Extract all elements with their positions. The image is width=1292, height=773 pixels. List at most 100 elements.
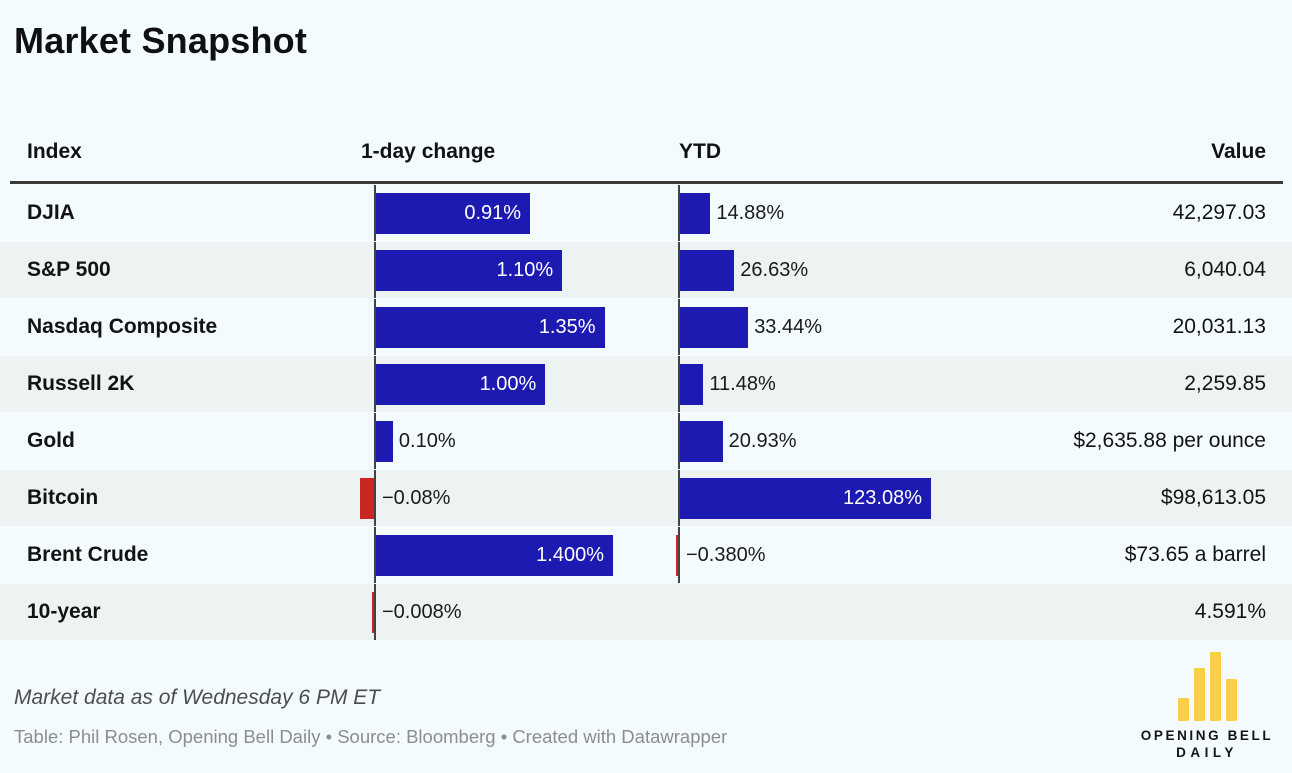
ytd-bar-label: 123.08% — [843, 487, 922, 509]
ytd-baseline — [678, 470, 680, 526]
ytd-bar-cell: 123.08% — [664, 470, 1024, 526]
value-cell: 20,031.13 — [1172, 315, 1266, 338]
ytd-bar — [676, 535, 678, 576]
ytd-bar-label: 33.44% — [754, 316, 823, 338]
one-day-change-bar-label: 1.10% — [496, 259, 554, 281]
value-cell: $2,635.88 per ounce — [1073, 429, 1266, 452]
logo-bar — [1225, 679, 1237, 721]
page-title: Market Snapshot — [14, 20, 308, 61]
logo-bar — [1193, 668, 1205, 721]
one-day-change-bar — [372, 592, 374, 633]
column-header-value: Value — [1211, 140, 1266, 163]
one-day-change-bar — [376, 421, 393, 462]
one-day-change-baseline — [374, 356, 376, 412]
value-cell: 6,040.04 — [1184, 258, 1266, 281]
column-header-ytd: YTD — [679, 140, 721, 163]
one-day-change-bar-label: 0.91% — [464, 202, 522, 224]
ytd-bar — [680, 364, 704, 405]
table-row: Gold 0.10% 20.93% $2,635.88 per ounce — [0, 413, 1292, 470]
one-day-change-baseline — [374, 470, 376, 526]
ytd-bar-cell: −0.380% — [664, 527, 1024, 583]
ytd-bar-label: 20.93% — [728, 430, 797, 452]
ytd-bar — [680, 193, 711, 234]
ytd-baseline — [678, 185, 680, 241]
logo-text-line2: DAILY — [1176, 745, 1238, 760]
one-day-change-baseline — [374, 242, 376, 298]
index-name: 10-year — [27, 600, 101, 623]
one-day-change-bar-label: 1.00% — [479, 373, 537, 395]
value-cell: 42,297.03 — [1172, 201, 1266, 224]
ytd-bar-cell: 11.48% — [664, 356, 1024, 412]
ytd-baseline — [678, 356, 680, 412]
one-day-change-bar: 1.35% — [376, 307, 605, 348]
one-day-change-baseline — [374, 185, 376, 241]
header-divider — [10, 181, 1283, 184]
index-name: S&P 500 — [27, 258, 111, 281]
one-day-change-bar-label: −0.008% — [382, 601, 462, 623]
data-as-of-note: Market data as of Wednesday 6 PM ET — [14, 686, 381, 709]
table-row: DJIA 0.91% 14.88% 42,297.03 — [0, 185, 1292, 242]
table-row: S&P 500 1.10% 26.63% 6,040.04 — [0, 242, 1292, 299]
one-day-change-baseline — [374, 527, 376, 583]
one-day-change-bar: 1.400% — [376, 535, 613, 576]
ytd-baseline — [678, 242, 680, 298]
index-name: Nasdaq Composite — [27, 315, 218, 338]
one-day-change-baseline — [374, 584, 376, 640]
one-day-change-baseline — [374, 299, 376, 355]
ytd-baseline — [678, 527, 680, 583]
ytd-bar-label: −0.380% — [686, 544, 766, 566]
column-header-index: Index — [27, 140, 82, 163]
one-day-change-bar-label: 1.400% — [536, 544, 604, 566]
table-body: DJIA 0.91% 14.88% 42,297.03 S&P 500 1.10% 26.6… — [0, 185, 1292, 641]
one-day-change-bar-cell: 1.10% — [360, 242, 660, 298]
ytd-bar — [680, 307, 749, 348]
bar-chart-icon — [1125, 651, 1289, 721]
value-cell: $73.65 a barrel — [1124, 543, 1266, 566]
table-row: Bitcoin −0.08% 123.08% $98,613.05 — [0, 470, 1292, 527]
ytd-bar: 123.08% — [680, 478, 931, 519]
logo-text-line1: OPENING BELL — [1140, 728, 1274, 743]
table-row: Brent Crude 1.400% −0.380% $73.65 a barrel — [0, 527, 1292, 584]
column-header-1-day-change: 1-day change — [361, 140, 496, 163]
ytd-bar — [680, 250, 735, 291]
one-day-change-bar-cell: 1.00% — [360, 356, 660, 412]
one-day-change-bar-label: 0.10% — [398, 430, 456, 452]
ytd-bar-cell — [664, 584, 1024, 640]
one-day-change-bar: 0.91% — [376, 193, 531, 234]
ytd-baseline — [678, 413, 680, 469]
one-day-change-bar: 1.10% — [376, 250, 563, 291]
one-day-change-bar-cell: −0.08% — [360, 470, 660, 526]
index-name: DJIA — [27, 201, 75, 224]
one-day-change-bar-cell: −0.008% — [360, 584, 660, 640]
ytd-bar-cell: 20.93% — [664, 413, 1024, 469]
opening-bell-daily-logo: OPENING BELL DAILY — [1125, 651, 1289, 760]
value-cell: 4.591% — [1194, 600, 1266, 623]
ytd-bar — [680, 421, 723, 462]
one-day-change-baseline — [374, 413, 376, 469]
index-name: Bitcoin — [27, 486, 99, 509]
index-name: Russell 2K — [27, 372, 135, 395]
ytd-baseline — [678, 299, 680, 355]
ytd-bar-label: 14.88% — [716, 202, 785, 224]
source-credit: Table: Phil Rosen, Opening Bell Daily • … — [14, 726, 728, 747]
value-cell: 2,259.85 — [1184, 372, 1266, 395]
table-row: Nasdaq Composite 1.35% 33.44% 20,031.13 — [0, 299, 1292, 356]
one-day-change-bar-label: 1.35% — [538, 316, 596, 338]
logo-bar — [1209, 652, 1221, 721]
table-row: 10-year −0.008% 4.591% — [0, 584, 1292, 641]
one-day-change-bar — [360, 478, 374, 519]
ytd-bar-cell: 14.88% — [664, 185, 1024, 241]
one-day-change-bar-cell: 0.10% — [360, 413, 660, 469]
logo-bar — [1177, 698, 1189, 721]
ytd-bar-label: 11.48% — [709, 373, 776, 395]
index-name: Brent Crude — [27, 543, 149, 566]
ytd-bar-label: 26.63% — [740, 259, 809, 281]
ytd-bar-cell: 26.63% — [664, 242, 1024, 298]
index-name: Gold — [27, 429, 75, 452]
one-day-change-bar-cell: 0.91% — [360, 185, 660, 241]
ytd-bar-cell: 33.44% — [664, 299, 1024, 355]
one-day-change-bar-cell: 1.400% — [360, 527, 660, 583]
one-day-change-bar-cell: 1.35% — [360, 299, 660, 355]
value-cell: $98,613.05 — [1160, 486, 1266, 509]
